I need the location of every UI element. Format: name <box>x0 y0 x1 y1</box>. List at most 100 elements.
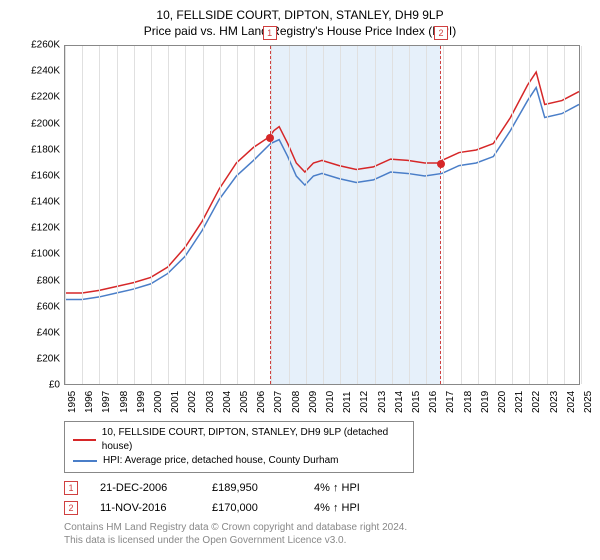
legend-box: 10, FELLSIDE COURT, DIPTON, STANLEY, DH9… <box>64 421 414 473</box>
event-row: 2 11-NOV-2016 £170,000 4% ↑ HPI <box>64 501 590 515</box>
x-tick-label: 2014 <box>394 391 405 413</box>
grid-line <box>581 46 582 384</box>
x-tick-label: 2021 <box>514 391 525 413</box>
grid-line <box>375 46 376 384</box>
y-tick-label: £120K <box>31 223 60 234</box>
grid-line <box>271 46 272 384</box>
event-marker <box>266 134 274 142</box>
x-tick-label: 2009 <box>308 391 319 413</box>
x-tick-label: 2005 <box>239 391 250 413</box>
grid-line <box>185 46 186 384</box>
x-tick-label: 2017 <box>445 391 456 413</box>
legend-label: HPI: Average price, detached house, Coun… <box>103 454 339 468</box>
grid-line <box>254 46 255 384</box>
grid-line <box>426 46 427 384</box>
event-price: £170,000 <box>212 502 292 514</box>
y-tick-label: £140K <box>31 197 60 208</box>
legend-item: HPI: Average price, detached house, Coun… <box>73 454 405 468</box>
x-tick-label: 1999 <box>136 391 147 413</box>
grid-line <box>289 46 290 384</box>
x-tick-label: 1996 <box>84 391 95 413</box>
x-tick-label: 2007 <box>273 391 284 413</box>
grid-line <box>392 46 393 384</box>
legend-swatch <box>73 460 97 462</box>
y-tick-label: £40K <box>37 327 60 338</box>
x-tick-label: 2025 <box>583 391 594 413</box>
grid-line <box>203 46 204 384</box>
x-tick-label: 2024 <box>566 391 577 413</box>
x-tick-label: 2018 <box>463 391 474 413</box>
x-tick-label: 2013 <box>377 391 388 413</box>
x-tick-label: 2002 <box>187 391 198 413</box>
x-tick-label: 2006 <box>256 391 267 413</box>
grid-line <box>82 46 83 384</box>
event-date: 11-NOV-2016 <box>100 502 190 514</box>
series-line <box>65 72 579 293</box>
line-series-svg <box>65 46 579 384</box>
event-flag: 2 <box>434 26 448 40</box>
y-tick-label: £100K <box>31 249 60 260</box>
event-flag-icon: 2 <box>64 501 78 515</box>
grid-line <box>564 46 565 384</box>
grid-line <box>478 46 479 384</box>
x-tick-label: 1998 <box>119 391 130 413</box>
x-tick-label: 2010 <box>325 391 336 413</box>
plot-region: 12 <box>64 45 580 385</box>
grid-line <box>220 46 221 384</box>
event-delta: 4% ↑ HPI <box>314 502 360 514</box>
footnote: Contains HM Land Registry data © Crown c… <box>64 521 590 547</box>
grid-line <box>168 46 169 384</box>
grid-line <box>99 46 100 384</box>
series-line <box>65 88 579 300</box>
x-tick-label: 2008 <box>291 391 302 413</box>
grid-line <box>65 46 66 384</box>
y-tick-label: £220K <box>31 92 60 103</box>
grid-line <box>323 46 324 384</box>
y-axis: £0£20K£40K£60K£80K£100K£120K£140K£160K£1… <box>20 45 64 385</box>
x-tick-label: 2004 <box>222 391 233 413</box>
grid-line <box>529 46 530 384</box>
y-tick-label: £20K <box>37 354 60 365</box>
grid-line <box>357 46 358 384</box>
grid-line <box>409 46 410 384</box>
grid-line <box>443 46 444 384</box>
grid-line <box>461 46 462 384</box>
grid-line <box>134 46 135 384</box>
legend-item: 10, FELLSIDE COURT, DIPTON, STANLEY, DH9… <box>73 426 405 454</box>
y-tick-label: £260K <box>31 40 60 51</box>
legend-swatch <box>73 439 96 441</box>
x-tick-label: 2012 <box>359 391 370 413</box>
x-tick-label: 2022 <box>531 391 542 413</box>
x-tick-label: 2016 <box>428 391 439 413</box>
event-flag: 1 <box>263 26 277 40</box>
x-tick-label: 1997 <box>101 391 112 413</box>
y-tick-label: £60K <box>37 301 60 312</box>
x-tick-label: 2011 <box>342 392 353 414</box>
x-tick-label: 2001 <box>170 391 181 413</box>
chart-area: £0 £20K £40K £60K £80K £100K £120K £140K £160K £1… <box>20 45 580 415</box>
event-list: 121-DEC-2006£189,9504% ↑ HPI211-NOV-2016… <box>64 481 590 515</box>
grid-line <box>306 46 307 384</box>
x-tick-label: 2003 <box>205 391 216 413</box>
y-tick-label: £180K <box>31 144 60 155</box>
grid-line <box>547 46 548 384</box>
legend-label: 10, FELLSIDE COURT, DIPTON, STANLEY, DH9… <box>102 426 405 454</box>
grid-line <box>495 46 496 384</box>
y-tick-label: £0 <box>49 380 60 391</box>
grid-line <box>512 46 513 384</box>
y-tick-label: £160K <box>31 170 60 181</box>
chart-subtitle: Price paid vs. HM Land Registry's House … <box>10 24 590 40</box>
x-axis: 1995199619971998199920002001200220032004… <box>64 385 580 415</box>
grid-line <box>151 46 152 384</box>
footnote-line: This data is licensed under the Open Gov… <box>64 534 590 547</box>
x-tick-label: 2020 <box>497 391 508 413</box>
chart-title: 10, FELLSIDE COURT, DIPTON, STANLEY, DH9… <box>10 8 590 24</box>
x-tick-label: 2023 <box>549 391 560 413</box>
x-tick-label: 1995 <box>67 391 78 413</box>
x-tick-label: 2019 <box>480 391 491 413</box>
grid-line <box>237 46 238 384</box>
y-tick-label: £80K <box>37 275 60 286</box>
y-tick-label: £200K <box>31 118 60 129</box>
footnote-line: Contains HM Land Registry data © Crown c… <box>64 521 590 534</box>
x-tick-label: 2015 <box>411 391 422 413</box>
